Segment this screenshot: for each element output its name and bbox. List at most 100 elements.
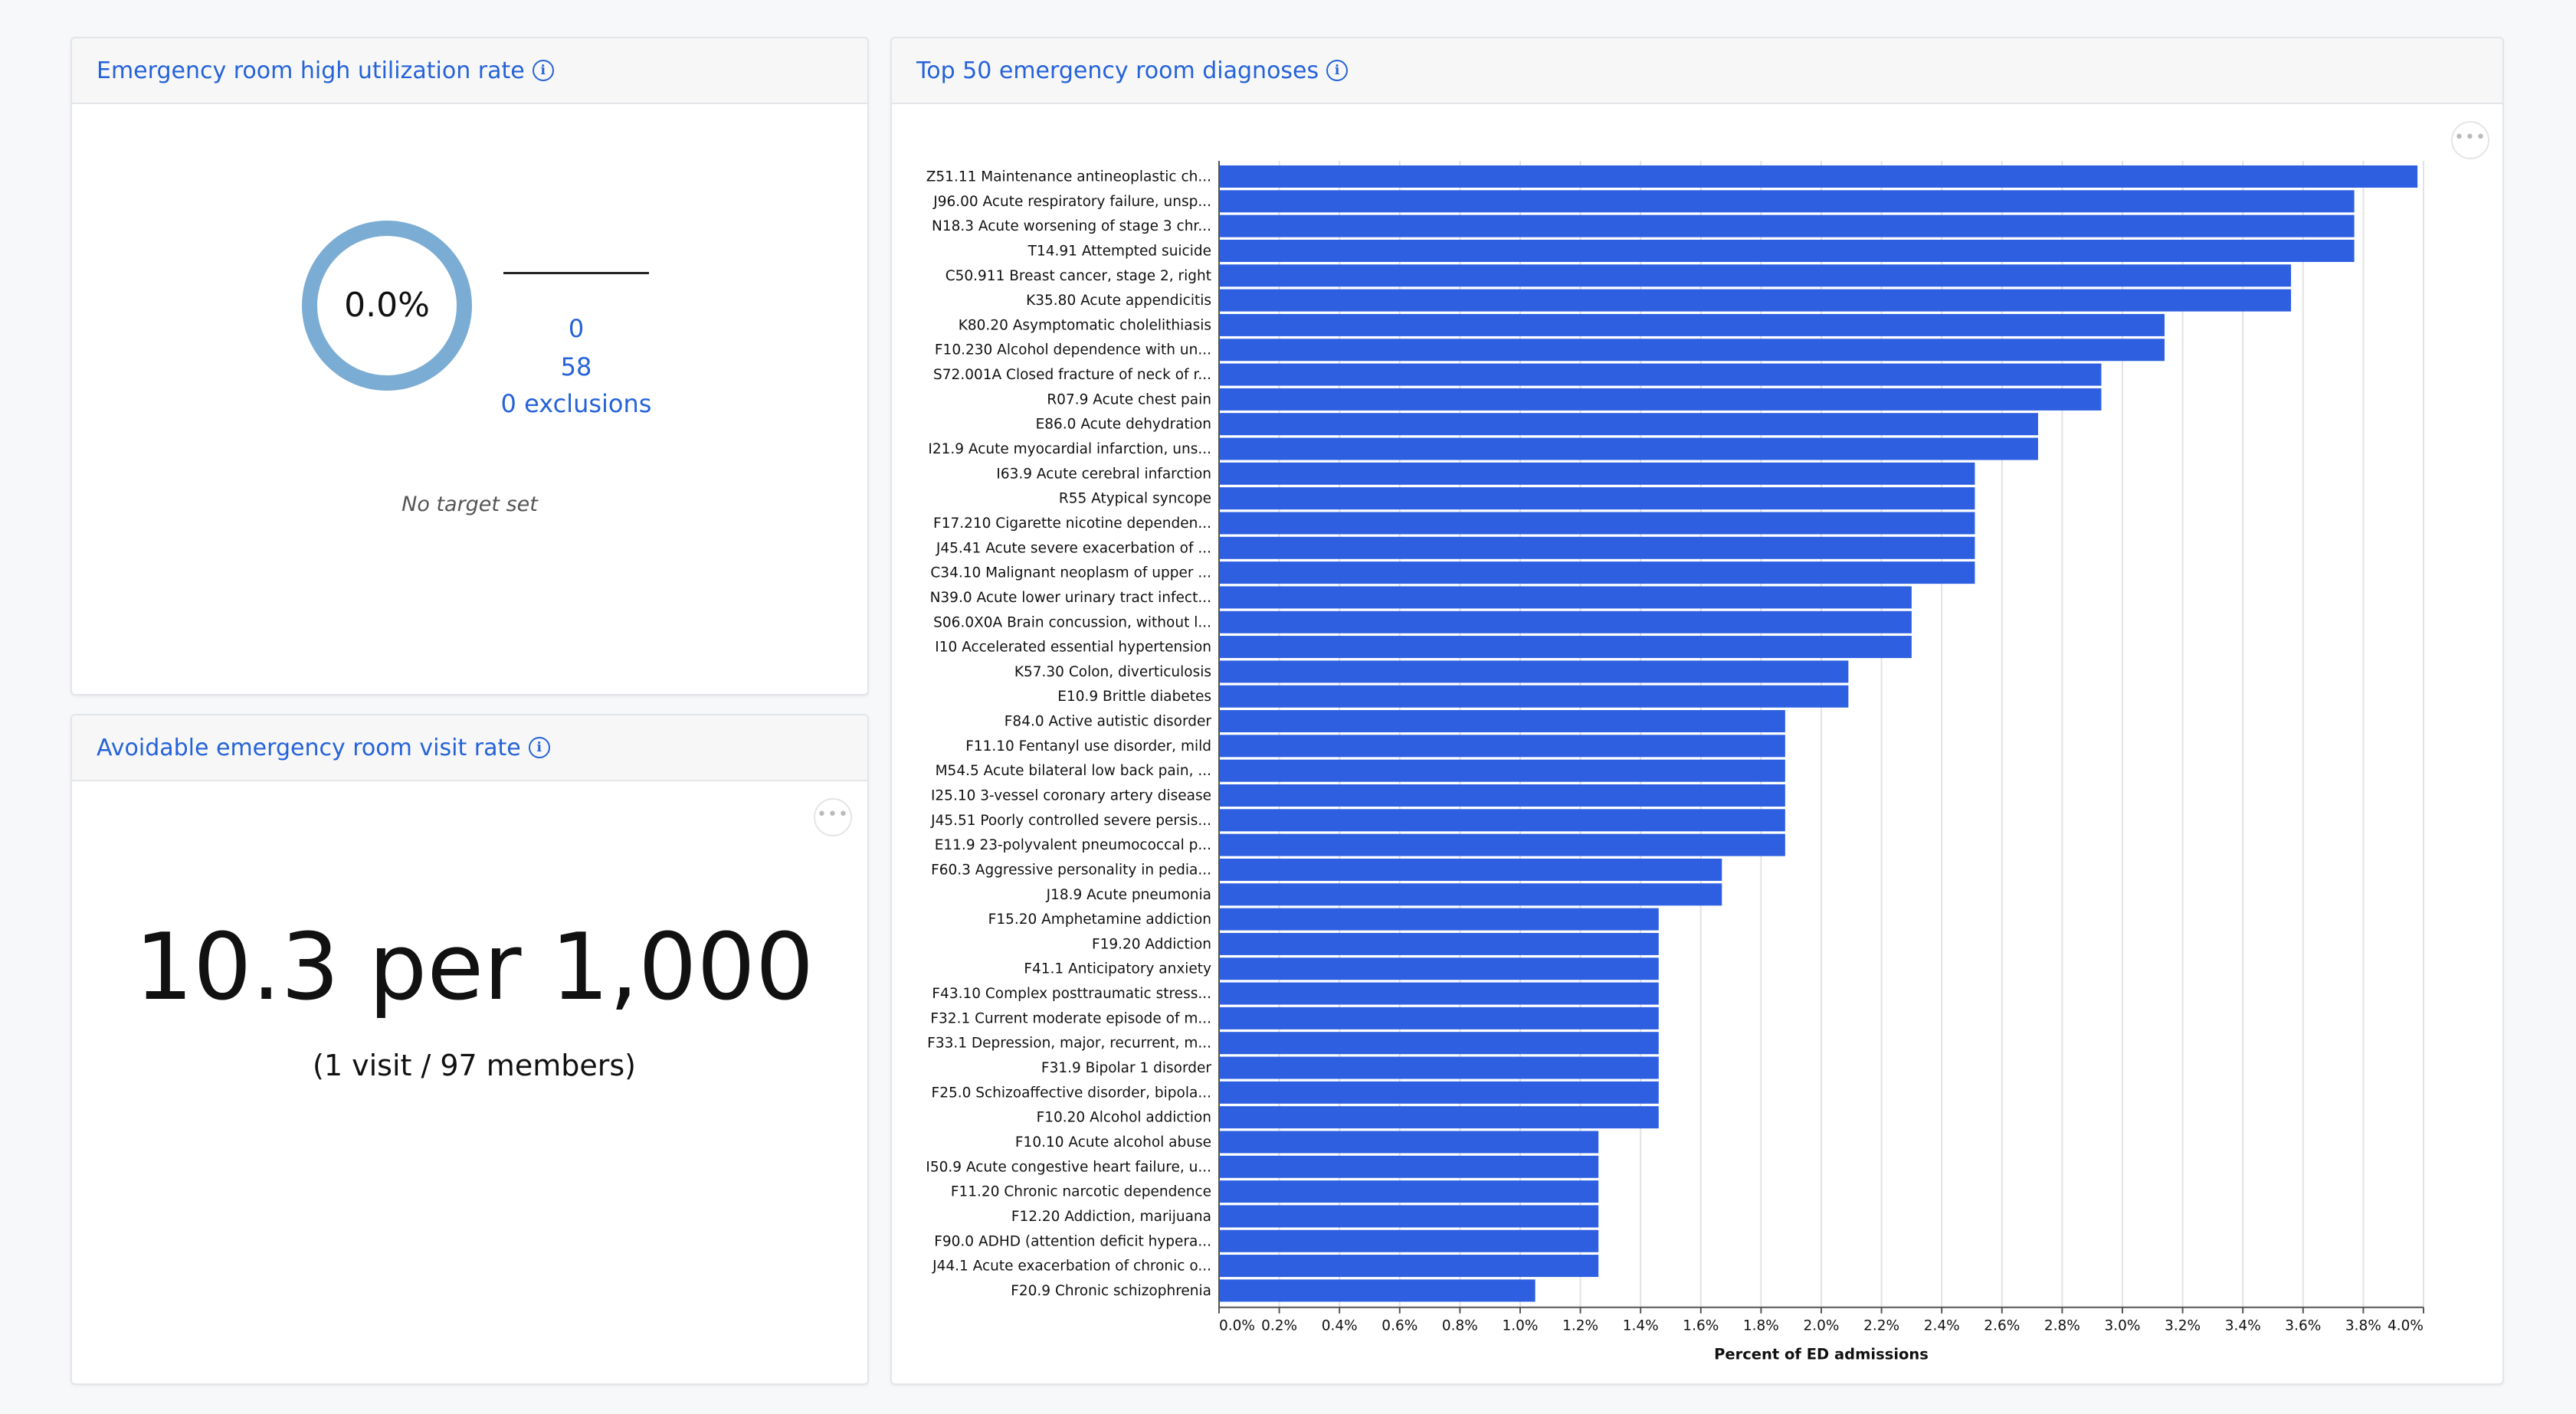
bar[interactable]: [1219, 1056, 1659, 1079]
info-icon[interactable]: i: [528, 737, 550, 758]
bar[interactable]: [1219, 313, 2165, 336]
bar[interactable]: [1219, 1229, 1599, 1252]
x-tick-label: 3.0%: [2105, 1318, 2141, 1334]
x-tick-label: 0.4%: [1322, 1318, 1358, 1334]
fraction-divider: [503, 272, 649, 274]
info-icon[interactable]: i: [1326, 60, 1349, 81]
bar[interactable]: [1219, 339, 2165, 362]
bar[interactable]: [1219, 883, 1722, 906]
bar[interactable]: [1219, 462, 1975, 485]
bar[interactable]: [1219, 1032, 1659, 1055]
bar[interactable]: [1219, 1255, 1599, 1278]
avoidable-rate-detail: (1 visit / 97 members): [313, 1049, 636, 1082]
bar[interactable]: [1219, 833, 1785, 856]
x-tick-label: 0.0%: [1219, 1318, 1255, 1334]
category-label: F11.20 Chronic narcotic dependence: [951, 1184, 1211, 1200]
x-tick-label: 1.6%: [1683, 1318, 1719, 1334]
category-label: F32.1 Current moderate episode of m...: [930, 1010, 1211, 1026]
bar[interactable]: [1219, 1106, 1659, 1129]
bar[interactable]: [1219, 1006, 1659, 1029]
bar[interactable]: [1219, 685, 1849, 708]
x-tick-label: 2.6%: [1984, 1318, 2020, 1334]
info-icon[interactable]: i: [532, 60, 554, 81]
chart-more-options-button[interactable]: •••: [2451, 121, 2489, 159]
category-label: E11.9 23-polyvalent pneumococcal p...: [935, 837, 1211, 853]
bar[interactable]: [1219, 1180, 1599, 1203]
category-label: F60.3 Aggressive personality in pedia...: [931, 862, 1211, 878]
bar[interactable]: [1219, 586, 1912, 609]
category-label: R55 Atypical syncope: [1059, 491, 1211, 507]
category-label: J44.1 Acute exacerbation of chronic o...: [932, 1259, 1211, 1275]
bar[interactable]: [1219, 561, 1975, 584]
bar[interactable]: [1219, 413, 2038, 436]
category-label: F25.0 Schizoaffective disorder, bipola..…: [932, 1085, 1211, 1101]
category-label: F31.9 Bipolar 1 disorder: [1041, 1060, 1211, 1076]
x-tick-label: 1.8%: [1743, 1318, 1779, 1334]
high-utilization-card: Emergency room high utilization rate i 0…: [70, 37, 869, 696]
category-label: F84.0 Active autistic disorder: [1005, 714, 1212, 730]
x-tick-label: 1.0%: [1503, 1318, 1539, 1334]
category-label: Z51.11 Maintenance antineoplastic ch...: [926, 169, 1211, 185]
bar[interactable]: [1219, 165, 2418, 188]
bar[interactable]: [1219, 536, 1975, 559]
bar[interactable]: [1219, 388, 2102, 411]
category-label: M54.5 Acute bilateral low back pain, ...: [936, 763, 1211, 779]
bar[interactable]: [1219, 190, 2355, 213]
bar[interactable]: [1219, 759, 1785, 782]
x-tick-label: 3.2%: [2165, 1318, 2201, 1334]
category-label: I10 Accelerated essential hypertension: [935, 640, 1211, 656]
category-label: J18.9 Acute pneumonia: [1046, 887, 1211, 903]
bar[interactable]: [1219, 1279, 1535, 1302]
x-tick-label: 0.6%: [1381, 1318, 1417, 1334]
bar[interactable]: [1219, 982, 1659, 1005]
category-label: K35.80 Acute appendicitis: [1026, 293, 1211, 309]
category-label: E10.9 Brittle diabetes: [1057, 689, 1211, 705]
bar[interactable]: [1219, 858, 1722, 881]
x-tick-label: 0.8%: [1442, 1318, 1478, 1334]
category-label: S72.001A Closed fracture of neck of r...: [933, 367, 1211, 383]
exclusions-link[interactable]: 0 exclusions: [500, 389, 652, 418]
donut-rate-text: 0.0%: [344, 286, 430, 325]
bar[interactable]: [1219, 636, 1912, 659]
category-label: C50.911 Breast cancer, stage 2, right: [946, 268, 1211, 284]
bar[interactable]: [1219, 437, 2038, 460]
category-label: F12.20 Addiction, marijuana: [1011, 1209, 1211, 1225]
x-tick-label: 2.2%: [1863, 1318, 1899, 1334]
category-label: S06.0X0A Brain concussion, without l...: [933, 614, 1211, 630]
more-options-button[interactable]: •••: [814, 798, 852, 836]
bar[interactable]: [1219, 660, 1849, 683]
bar[interactable]: [1219, 512, 1975, 535]
bar[interactable]: [1219, 487, 1975, 510]
bar[interactable]: [1219, 735, 1785, 758]
bar[interactable]: [1219, 710, 1785, 733]
category-label: J96.00 Acute respiratory failure, unsp..…: [932, 194, 1211, 210]
x-tick-label: 1.2%: [1562, 1318, 1598, 1334]
bar[interactable]: [1219, 1155, 1599, 1178]
denominator-value[interactable]: 58: [560, 352, 592, 381]
bar[interactable]: [1219, 1205, 1599, 1228]
x-tick-label: 4.0%: [2388, 1318, 2424, 1334]
category-label: F20.9 Chronic schizophrenia: [1011, 1283, 1211, 1299]
category-label: I25.10 3-vessel coronary artery disease: [931, 788, 1211, 804]
bar[interactable]: [1219, 908, 1659, 931]
bar[interactable]: [1219, 214, 2355, 237]
x-tick-label: 1.4%: [1623, 1318, 1659, 1334]
bar[interactable]: [1219, 932, 1659, 955]
bar[interactable]: [1219, 363, 2102, 386]
bar[interactable]: [1219, 264, 2292, 287]
bar[interactable]: [1219, 957, 1659, 980]
avoidable-visit-header: Avoidable emergency room visit rate i: [72, 715, 867, 781]
category-label: F33.1 Depression, major, recurrent, m...: [927, 1036, 1211, 1052]
category-label: F17.210 Cigarette nicotine dependen...: [933, 516, 1211, 532]
bar[interactable]: [1219, 610, 1912, 633]
x-tick-label: 2.4%: [1924, 1318, 1960, 1334]
bar[interactable]: [1219, 289, 2292, 312]
bar[interactable]: [1219, 1131, 1599, 1154]
bar[interactable]: [1219, 784, 1785, 807]
category-label: N18.3 Acute worsening of stage 3 chr...: [932, 218, 1211, 234]
bar[interactable]: [1219, 809, 1785, 832]
numerator-value[interactable]: 0: [568, 314, 585, 343]
x-tick-label: 3.4%: [2225, 1318, 2261, 1334]
bar[interactable]: [1219, 239, 2355, 262]
bar[interactable]: [1219, 1081, 1659, 1104]
